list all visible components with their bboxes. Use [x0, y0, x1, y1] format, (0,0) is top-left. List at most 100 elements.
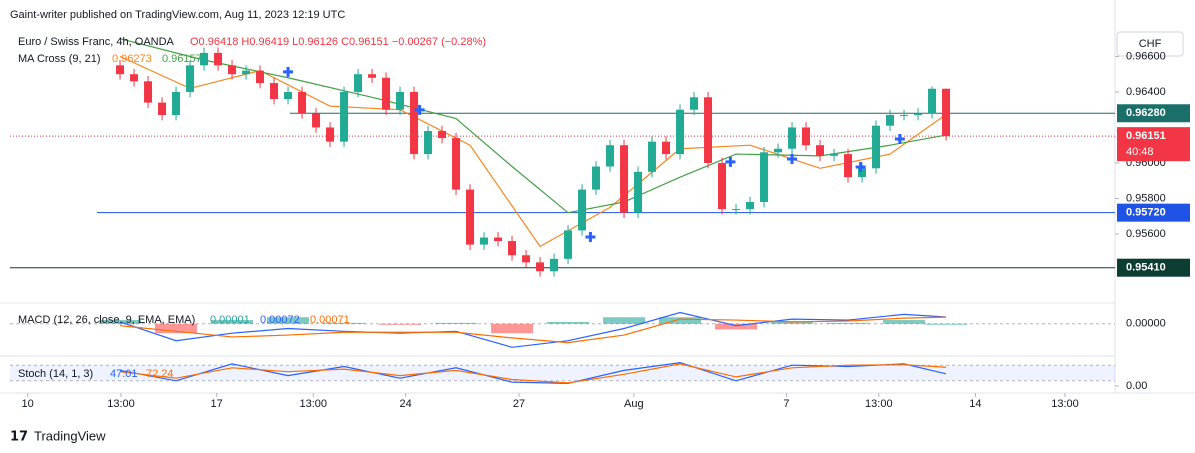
candle-body — [382, 77, 391, 110]
y-tick-label: 0.00 — [1126, 380, 1147, 392]
candle-body — [116, 65, 125, 75]
candle-body — [130, 74, 139, 82]
currency-button[interactable] — [1116, 31, 1184, 57]
candle-body — [312, 113, 321, 128]
candle-body — [802, 127, 811, 146]
histogram-bar — [659, 317, 702, 324]
x-tick-label: 7 — [783, 398, 789, 410]
candle-body — [536, 262, 545, 272]
histogram-bar — [155, 323, 198, 334]
candle-body — [354, 74, 363, 92]
level-badge — [1117, 258, 1190, 277]
candle-body — [662, 141, 671, 155]
candle-body — [816, 145, 825, 156]
histogram-bar — [323, 322, 366, 324]
candle-body — [564, 230, 573, 259]
brand: TradingView — [34, 428, 106, 443]
x-tick-label: 10 — [22, 398, 34, 410]
candle-body — [396, 91, 405, 110]
candle-body — [410, 91, 419, 155]
candle-body — [284, 91, 293, 100]
legend-value: 0.96273 — [112, 53, 152, 65]
cross-marker — [585, 231, 596, 242]
legend-value: 0.00071 — [310, 314, 350, 326]
y-tick-label: 0.00000 — [1126, 318, 1166, 330]
candle-body — [508, 241, 517, 256]
indicator-title: MACD (12, 26, close, 9, EMA, EMA) — [18, 314, 195, 326]
histogram-bar — [883, 320, 926, 324]
indicator-title: Stoch (14, 1, 3) — [18, 368, 93, 380]
histogram-bar — [827, 322, 870, 324]
x-tick-label: 24 — [400, 398, 412, 410]
candle-body — [228, 65, 237, 75]
histogram-bar — [603, 317, 646, 324]
legend-value: 0.00072 — [260, 314, 300, 326]
y-tick-label: 0.96600 — [1126, 50, 1166, 62]
candle-body — [872, 125, 881, 169]
candle-body — [648, 141, 657, 172]
legend-value: 0.96157 — [162, 53, 202, 65]
histogram-bar — [267, 317, 310, 324]
cross-marker — [725, 156, 736, 167]
candle-body — [298, 91, 307, 114]
candle-body — [844, 154, 853, 178]
histogram-bar — [925, 323, 968, 325]
ma-title: MA Cross (9, 21) — [18, 53, 101, 65]
candle-body — [186, 65, 195, 92]
candle-body — [200, 52, 209, 66]
y-tick-label: 0.95600 — [1126, 228, 1166, 240]
candle-body — [466, 189, 475, 245]
candle-body — [550, 258, 559, 272]
candle-body — [942, 88, 951, 137]
candle-body — [606, 145, 615, 167]
candle-body — [256, 70, 265, 84]
candle-body — [480, 237, 489, 245]
ohlc: O0.96418 H0.96419 L0.96126 C0.96151 −0.0… — [190, 36, 486, 48]
candle-body — [144, 81, 153, 103]
candle-body — [746, 202, 755, 210]
level-badge — [1117, 203, 1190, 222]
legend-value: 47.01 — [110, 368, 138, 380]
x-tick-label: 13:00 — [299, 398, 327, 410]
legend-value: 0.00001 — [210, 314, 250, 326]
legend-value: 72.24 — [146, 368, 174, 380]
brand-mark: 𝟭𝟳 — [10, 428, 28, 443]
candle-body — [914, 113, 923, 116]
histogram-bar — [211, 320, 254, 324]
candle-body — [774, 148, 783, 153]
histogram-bar — [491, 323, 534, 334]
macd-line — [119, 311, 947, 348]
candle-body — [788, 127, 797, 149]
candle-body — [158, 102, 167, 116]
x-tick-label: Aug — [624, 398, 644, 410]
candle-body — [900, 115, 909, 117]
candle-body — [214, 52, 223, 66]
candle-body — [690, 97, 699, 110]
candle-body — [830, 154, 839, 156]
candle-body — [242, 70, 251, 75]
candle-body — [858, 168, 867, 178]
candle-body — [704, 97, 713, 163]
candle-body — [494, 237, 503, 242]
macd-line — [119, 316, 947, 344]
histogram-bar — [379, 323, 422, 325]
candle-body — [928, 88, 937, 114]
candle-body — [620, 145, 629, 213]
candle-body — [270, 83, 279, 100]
cross-marker — [787, 154, 798, 165]
candle-body — [578, 189, 587, 231]
x-tick-label: 13:00 — [865, 398, 893, 410]
candle-body — [718, 162, 727, 210]
cross-marker — [283, 66, 294, 77]
published-line: Gaint-writer published on TradingView.co… — [10, 9, 345, 21]
countdown: 40:48 — [1126, 146, 1154, 158]
stoch-band — [10, 365, 1115, 381]
candle-body — [634, 171, 643, 213]
candle-body — [676, 109, 685, 155]
histogram-bar — [547, 321, 590, 324]
candle-body — [424, 131, 433, 155]
candle-body — [592, 166, 601, 190]
candle-body — [368, 74, 377, 78]
currency[interactable]: CHF — [1139, 38, 1162, 50]
